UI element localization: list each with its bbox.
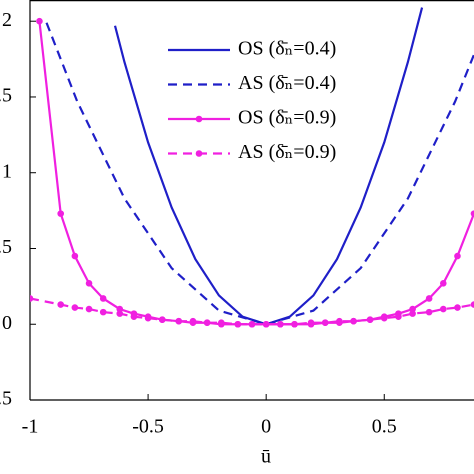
legend-label: OS (δ̄ₙ=0.9) — [238, 107, 336, 129]
legend-marker — [195, 115, 203, 123]
y-tick-label: 2 — [2, 9, 12, 31]
point — [234, 320, 242, 328]
point — [189, 317, 197, 325]
point — [85, 305, 93, 313]
y-tick-label: 1.5 — [0, 85, 12, 107]
point — [130, 313, 138, 320]
point — [116, 305, 124, 313]
point — [36, 17, 43, 25]
point — [470, 210, 474, 217]
point — [71, 304, 79, 311]
point — [99, 295, 107, 302]
point — [99, 308, 107, 316]
point — [454, 252, 461, 260]
point — [409, 305, 416, 313]
y-tick-label: 0 — [2, 312, 12, 334]
series-line — [30, 297, 474, 326]
point — [144, 314, 152, 322]
x-tick-label: 0.5 — [372, 416, 397, 438]
y-tick-label: -0.5 — [0, 388, 12, 410]
point — [203, 319, 211, 327]
point — [439, 280, 447, 287]
point — [454, 304, 461, 311]
point — [158, 316, 166, 323]
legend-label: OS (δ̄ₙ=0.4) — [238, 38, 336, 60]
point — [30, 295, 34, 302]
point — [57, 301, 65, 308]
point — [277, 320, 284, 328]
legend-label: AS (δ̄ₙ=0.9) — [238, 141, 336, 163]
point — [439, 305, 447, 313]
point — [248, 320, 256, 328]
point — [307, 319, 315, 327]
point — [425, 295, 433, 302]
point — [262, 320, 270, 328]
x-axis-label: ū — [261, 446, 271, 468]
point — [409, 310, 416, 317]
series-line — [45, 22, 474, 326]
x-tick-label: -0.5 — [132, 416, 164, 438]
legend-label: AS (δ̄ₙ=0.4) — [238, 72, 336, 94]
plot-area — [30, 7, 474, 328]
point — [380, 314, 388, 322]
series-line — [38, 21, 474, 326]
x-tick-label: -1 — [22, 416, 39, 438]
point — [291, 320, 298, 328]
x-tick-label: 0 — [261, 416, 271, 438]
point — [321, 319, 329, 327]
point — [350, 317, 357, 325]
point — [470, 301, 474, 308]
point — [71, 252, 79, 260]
point — [336, 317, 343, 325]
point — [366, 316, 374, 323]
legend-marker — [195, 150, 203, 157]
y-tick-label: 0.5 — [0, 236, 12, 258]
point — [85, 280, 93, 287]
point — [57, 210, 65, 217]
point — [217, 319, 225, 327]
point — [175, 317, 183, 325]
point — [116, 310, 124, 317]
point — [425, 308, 433, 316]
point — [395, 313, 402, 320]
y-tick-label: 1 — [2, 160, 12, 182]
